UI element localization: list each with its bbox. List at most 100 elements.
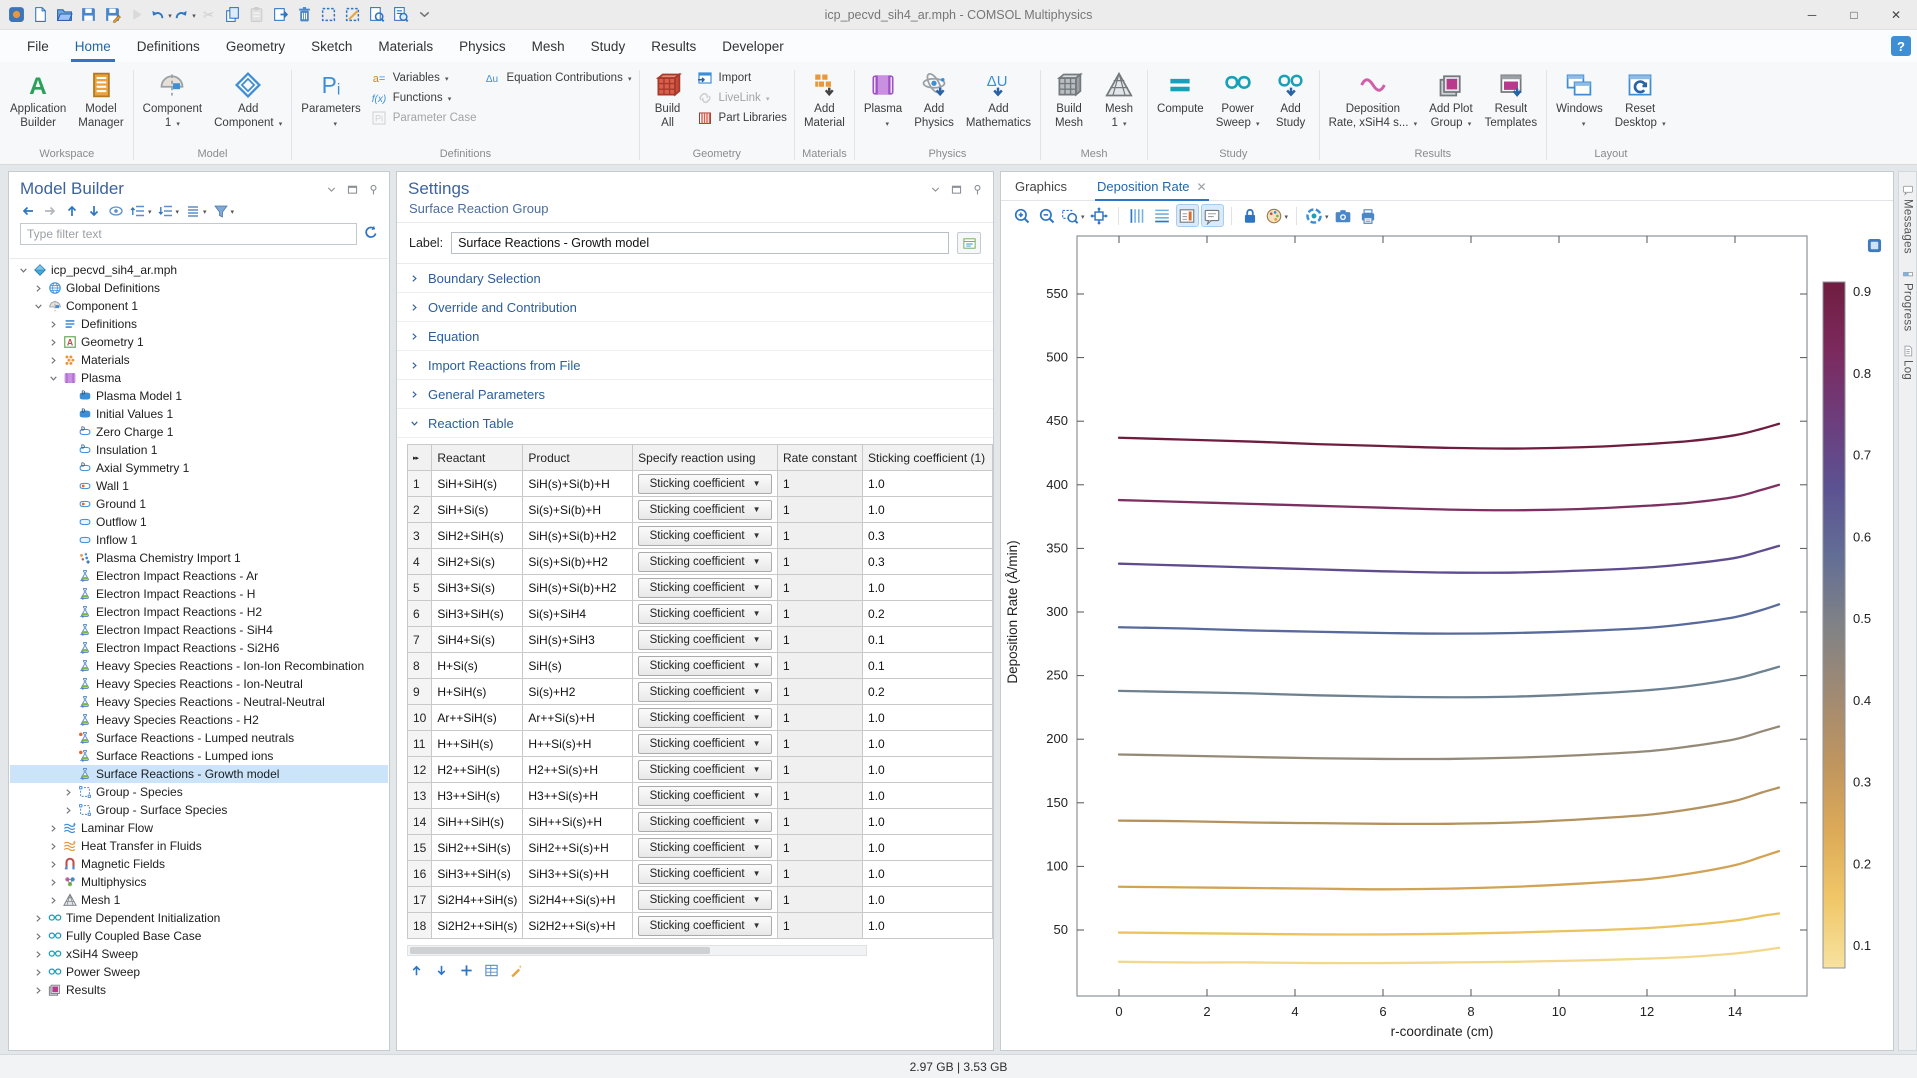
panel-collapse-icon[interactable] — [325, 183, 338, 196]
specify-reaction-dropdown[interactable]: Sticking coefficient▼ — [638, 864, 772, 884]
specify-reaction-dropdown[interactable]: Sticking coefficient▼ — [638, 630, 772, 650]
filter-button[interactable]: ▾ — [213, 203, 235, 219]
tree-item-surface-reactions-lumped-neutrals[interactable]: Surface Reactions - Lumped neutrals — [10, 729, 388, 747]
rename-icon[interactable] — [957, 232, 981, 254]
cell-reactant[interactable]: Si2H4++SiH(s) — [432, 887, 523, 913]
section-override-and-contribution[interactable]: Override and Contribution — [397, 293, 993, 322]
expand-list-button[interactable]: ▾ — [130, 203, 152, 219]
zoom-out-button[interactable] — [1035, 204, 1058, 227]
ribbon-tab-file[interactable]: File — [14, 30, 62, 62]
cell-product[interactable]: SiH(s)+SiH3 — [523, 627, 633, 653]
ribbon-button-component-1[interactable]: Component1 ▾ — [137, 65, 208, 131]
zoom-selection-button[interactable] — [368, 6, 385, 23]
tree-closed-chevron-icon[interactable] — [31, 914, 46, 923]
ribbon-button-functions[interactable]: f(x)Functions ▾ — [371, 90, 477, 106]
save-button[interactable] — [80, 6, 97, 23]
collapse-list-button[interactable]: ▾ — [158, 203, 180, 219]
cell-sticking-coefficient[interactable]: 1.0 — [863, 471, 993, 497]
refresh-icon[interactable] — [363, 224, 379, 245]
tree-item-multiphysics[interactable]: Multiphysics — [10, 873, 388, 891]
cell-sticking-coefficient[interactable]: 1.0 — [863, 913, 993, 939]
cell-sticking-coefficient[interactable]: 1.0 — [863, 835, 993, 861]
tree-item-xsih4-sweep[interactable]: xSiH4 Sweep — [10, 945, 388, 963]
tree-closed-chevron-icon[interactable] — [46, 842, 61, 851]
ribbon-tab-results[interactable]: Results — [638, 30, 709, 62]
cell-product[interactable]: SiH2++Si(s)+H — [523, 835, 633, 861]
overflow-chevron-button[interactable] — [416, 6, 433, 23]
label-input[interactable] — [451, 232, 949, 254]
tree-item-time-dependent-initialization[interactable]: Time Dependent Initialization — [10, 909, 388, 927]
table-scrollbar[interactable] — [407, 945, 867, 956]
ribbon-button-part-libraries[interactable]: Part Libraries — [697, 110, 787, 126]
cell-reactant[interactable]: SiH3+SiH(s) — [432, 601, 523, 627]
tree-item-heavy-species-reactions-ion-ion-recombination[interactable]: Heavy Species Reactions - Ion-Ion Recomb… — [10, 657, 388, 675]
deposition-rate-plot[interactable]: 0246810121450100150200250300350400450500… — [1001, 230, 1893, 1050]
specify-reaction-dropdown[interactable]: Sticking coefficient▼ — [638, 812, 772, 832]
column-header-sticking-coefficient-1-[interactable]: Sticking coefficient (1) — [863, 445, 993, 471]
tree-item-heavy-species-reactions-neutral-neutral[interactable]: Heavy Species Reactions - Neutral-Neutra… — [10, 693, 388, 711]
cell-reactant[interactable]: SiH+Si(s) — [432, 497, 523, 523]
specify-reaction-dropdown[interactable]: Sticking coefficient▼ — [638, 552, 772, 572]
panel-pin-icon[interactable] — [971, 183, 984, 196]
x-grid-button[interactable] — [1126, 204, 1149, 227]
cell-reactant[interactable]: H+Si(s) — [432, 653, 523, 679]
tree-item-heavy-species-reactions-ion-neutral[interactable]: Heavy Species Reactions - Ion-Neutral — [10, 675, 388, 693]
table-corner[interactable]: ▸▸ — [408, 445, 432, 471]
cell-product[interactable]: SiH(s)+Si(b)+H2 — [523, 575, 633, 601]
delete-button[interactable] — [296, 6, 313, 23]
cell-product[interactable]: SiH++Si(s)+H — [523, 809, 633, 835]
cell-product[interactable]: H2++Si(s)+H — [523, 757, 633, 783]
tree-item-outflow-1[interactable]: Outflow 1 — [10, 513, 388, 531]
maximize-icon[interactable]: □ — [1833, 0, 1875, 29]
tree-open-chevron-icon[interactable] — [31, 302, 46, 311]
tree-item-group-species[interactable]: Group - Species — [10, 783, 388, 801]
cell-reactant[interactable]: SiH++SiH(s) — [432, 809, 523, 835]
section-import-reactions-from-file[interactable]: Import Reactions from File — [397, 351, 993, 380]
app-logo-button[interactable] — [8, 6, 25, 23]
ribbon-button-add-physics[interactable]: AddPhysics — [908, 65, 960, 131]
cell-product[interactable]: SiH3++Si(s)+H — [523, 861, 633, 887]
tree-item-heat-transfer-in-fluids[interactable]: Heat Transfer in Fluids — [10, 837, 388, 855]
cell-reactant[interactable]: SiH3+Si(s) — [432, 575, 523, 601]
tree-closed-chevron-icon[interactable] — [31, 968, 46, 977]
tab-close-icon[interactable]: ✕ — [1197, 180, 1207, 194]
cell-sticking-coefficient[interactable]: 1.0 — [863, 757, 993, 783]
ribbon-button-mesh-1[interactable]: Mesh1 ▾ — [1094, 65, 1144, 131]
panel-pin-icon[interactable] — [367, 183, 380, 196]
cell-product[interactable]: Si2H2++Si(s)+H — [523, 913, 633, 939]
cell-reactant[interactable]: Ar++SiH(s) — [432, 705, 523, 731]
section-boundary-selection[interactable]: Boundary Selection — [397, 264, 993, 293]
cell-product[interactable]: Si2H4++Si(s)+H — [523, 887, 633, 913]
duplicate-button[interactable] — [272, 6, 289, 23]
tree-item-materials[interactable]: Materials — [10, 351, 388, 369]
ribbon-button-add-mathematics[interactable]: ΔU AddMathematics — [960, 65, 1037, 131]
magic-wand-button[interactable] — [509, 963, 524, 978]
colorbar-toggle-button[interactable] — [1176, 204, 1199, 227]
ribbon-button-add-material[interactable]: AddMaterial — [798, 65, 851, 131]
ribbon-tab-definitions[interactable]: Definitions — [124, 30, 213, 62]
cell-reactant[interactable]: SiH3++SiH(s) — [432, 861, 523, 887]
tree-item-results[interactable]: Results — [10, 981, 388, 999]
table-settings-button[interactable] — [484, 963, 499, 978]
row-down-button[interactable] — [434, 963, 449, 978]
zoom-box-button[interactable]: ▾ — [1060, 204, 1086, 227]
section-general-parameters[interactable]: General Parameters — [397, 380, 993, 409]
ribbon-button-model-manager[interactable]: ModelManager — [72, 65, 129, 131]
nav-forward-button[interactable] — [42, 203, 58, 219]
tree-item-group-surface-species[interactable]: Group - Surface Species — [10, 801, 388, 819]
specify-reaction-dropdown[interactable]: Sticking coefficient▼ — [638, 500, 772, 520]
cell-product[interactable]: Si(s)+H2 — [523, 679, 633, 705]
tree-item-insulation-1[interactable]: D Insulation 1 — [10, 441, 388, 459]
tree-item-definitions[interactable]: Definitions — [10, 315, 388, 333]
column-header-product[interactable]: Product — [523, 445, 633, 471]
tree-closed-chevron-icon[interactable] — [46, 356, 61, 365]
tree-item-icp-pecvd-sih4-ar-mph[interactable]: icp_pecvd_sih4_ar.mph — [10, 261, 388, 279]
image-settings-button[interactable]: ▾ — [1264, 204, 1290, 227]
tree-item-initial-values-1[interactable]: D Initial Values 1 — [10, 405, 388, 423]
tree-closed-chevron-icon[interactable] — [46, 338, 61, 347]
tree-closed-chevron-icon[interactable] — [46, 824, 61, 833]
specify-reaction-dropdown[interactable]: Sticking coefficient▼ — [638, 526, 772, 546]
tree-filter-input[interactable] — [20, 223, 357, 245]
ribbon-tab-study[interactable]: Study — [578, 30, 639, 62]
minimize-icon[interactable]: ─ — [1791, 0, 1833, 29]
